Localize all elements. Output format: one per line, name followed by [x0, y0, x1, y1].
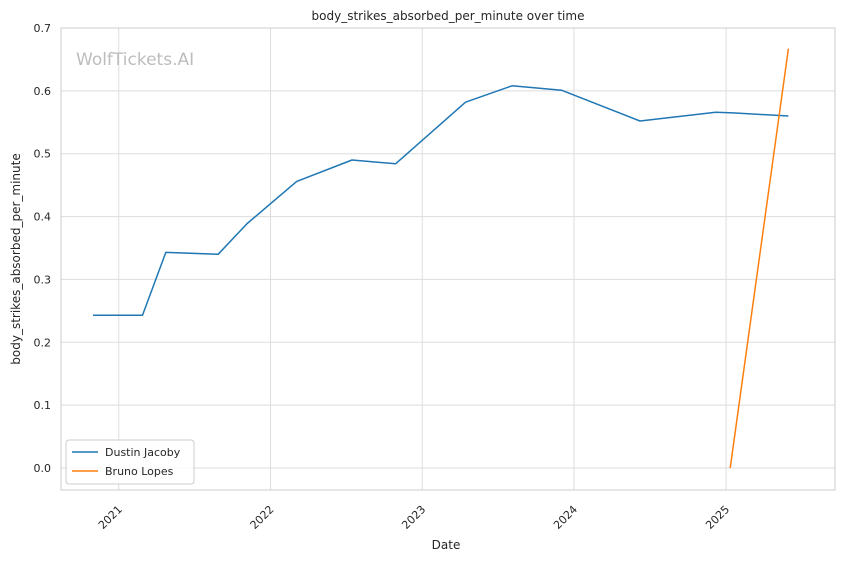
y-tick-label: 0.1 [34, 399, 52, 412]
y-tick-label: 0.2 [34, 336, 52, 349]
legend-label: Dustin Jacoby [105, 446, 181, 459]
y-tick-label: 0.6 [34, 85, 52, 98]
y-tick-label: 0.4 [34, 211, 52, 224]
series-0 [93, 85, 789, 317]
y-tick-label: 0.3 [34, 273, 52, 286]
series-lines [93, 48, 790, 469]
y-axis-ticks: 0.0 0.1 0.2 0.3 0.4 0.5 0.6 0.7 [34, 22, 52, 475]
y-tick-label: 0.5 [34, 148, 52, 161]
legend: Dustin Jacoby Bruno Lopes [65, 439, 195, 485]
legend-box [65, 439, 195, 485]
x-axis-title: Date [432, 538, 461, 552]
series-1 [729, 48, 790, 469]
watermark: WolfTickets.AI [76, 50, 194, 70]
plot-frame [60, 27, 836, 491]
legend-label: Bruno Lopes [105, 465, 174, 478]
y-axis-title: body_strikes_absorbed_per_minute [9, 153, 23, 364]
series-line [729, 48, 790, 469]
y-tick-label: 0.0 [34, 462, 52, 475]
y-tick-label: 0.7 [34, 22, 52, 35]
chart-title: body_strikes_absorbed_per_minute over ti… [312, 9, 585, 23]
series-line [93, 85, 789, 317]
